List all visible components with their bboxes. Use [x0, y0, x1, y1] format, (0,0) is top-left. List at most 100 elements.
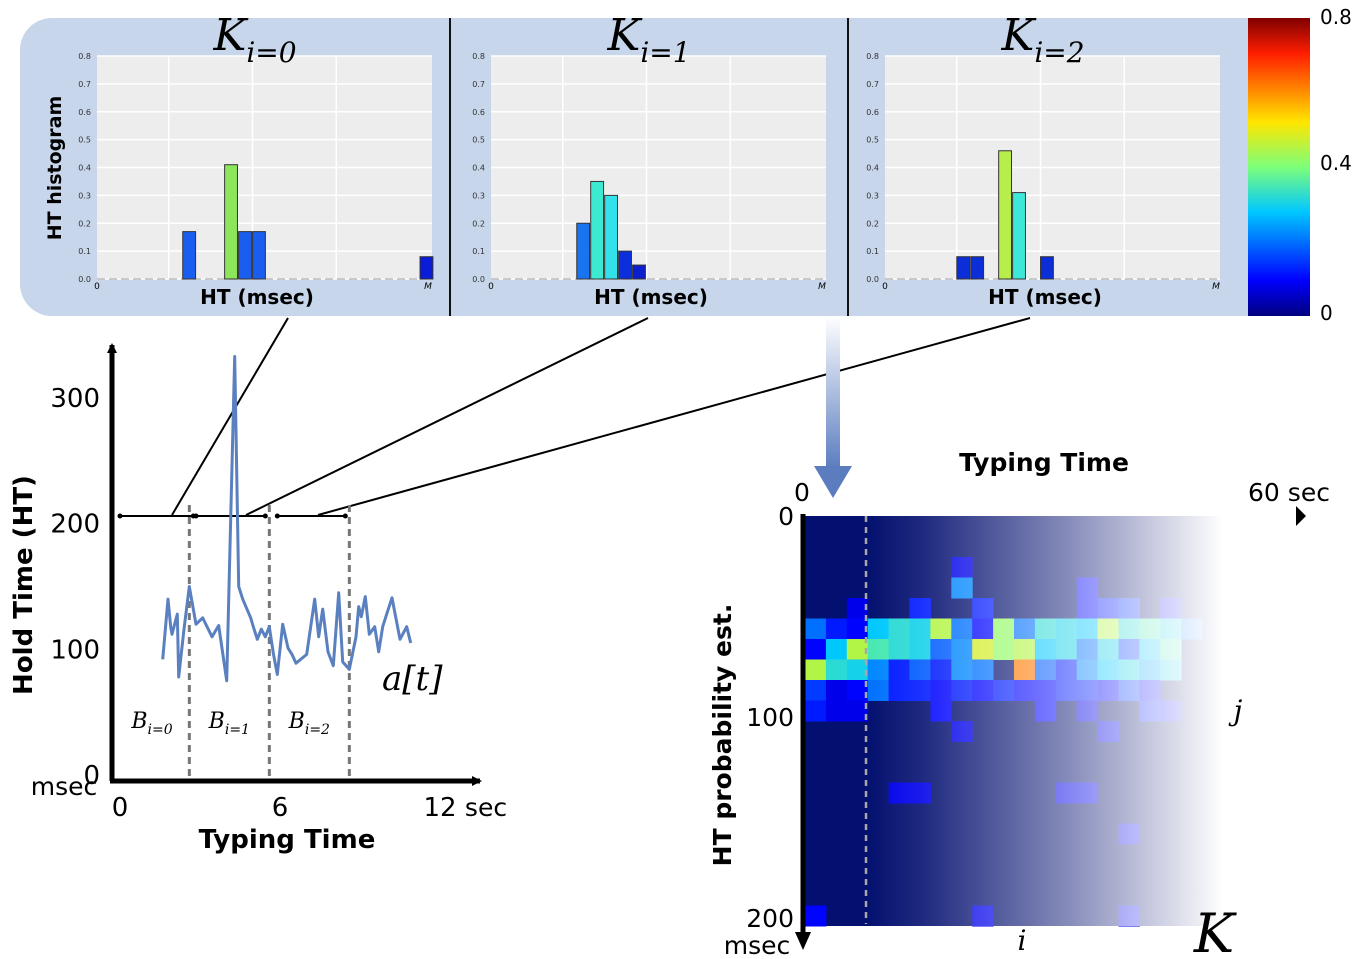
histogram-bar	[956, 256, 971, 280]
heatmap-y-tick-label: 100	[746, 703, 794, 732]
colorbar-mid-label: 0.4	[1320, 151, 1352, 175]
block-label: Bi=2	[288, 709, 330, 738]
block-label-sub: i=0	[148, 722, 173, 738]
histogram-x-end: M	[818, 282, 826, 292]
histogram-y-tick-label: 0.5	[78, 136, 91, 145]
heatmap-cell	[846, 700, 869, 722]
heatmap-cell	[805, 618, 827, 640]
heatmap-cell	[825, 680, 848, 701]
histogram-xlabel: HT (msec)	[594, 285, 708, 309]
down-arrow-icon	[814, 316, 852, 498]
histogram-panel-2: 0.0 0.1 0.2 0.3 0.4 0.5 0.6 0.7 0.8 0 M HT (msec) Ki…	[866, 10, 1220, 309]
heatmap-y-arrow-icon	[795, 932, 811, 950]
colorbar-bottom-label: 0	[1320, 301, 1333, 325]
colorbar: 0.8 0.4 0	[1248, 5, 1352, 325]
histogram-x-start: 0	[94, 282, 100, 292]
histogram-y-tick-label: 0.8	[472, 52, 485, 61]
histogram-bar	[576, 222, 591, 280]
timeseries-x-tick-label: 12	[423, 793, 456, 823]
histogram-panel-0: 0.0 0.1 0.2 0.3 0.4 0.5 0.6 0.7 0.8 0 M HT (msec) Ki…	[78, 10, 434, 309]
timeseries-y-tick-label: 0	[83, 761, 100, 791]
block-range-end	[262, 513, 268, 519]
heatmap-fade-overlay	[866, 516, 1223, 926]
heatmap-cell	[825, 639, 848, 660]
heatmap-y-unit: msec	[724, 931, 791, 959]
heatmap-matrix-label: K	[1193, 902, 1237, 959]
timeseries-blocks: Bi=0 Bi=1 Bi=2	[117, 505, 351, 781]
timeseries-x-tick-label: 0	[112, 793, 129, 823]
histogram-y-tick-label: 0.4	[866, 164, 879, 173]
block-label: Bi=1	[208, 709, 250, 738]
histogram-title-base: K	[1000, 10, 1036, 61]
heatmap-cell	[825, 700, 848, 722]
histogram-x-start: 0	[882, 282, 888, 292]
timeseries-xlabel: Typing Time	[199, 825, 376, 855]
colorbar-gradient	[1248, 18, 1310, 316]
heatmap-ticks: 0 100 200	[746, 502, 794, 933]
timeseries-plot: Hold Time (HT) Typing Time msec sec 0 100…	[9, 343, 507, 855]
histogram-y-tick-label: 0.0	[78, 275, 91, 284]
heatmap-cell	[805, 905, 827, 927]
heatmap-cell	[846, 598, 869, 619]
heatmap-cell	[805, 639, 827, 660]
heatmap-y-tick-label: 0	[778, 502, 794, 531]
block-label-sub: i=1	[225, 722, 250, 738]
histogram-y-tick-label: 0.7	[472, 80, 485, 89]
block-range-end	[117, 513, 123, 519]
histogram-y-tick-label: 0.8	[78, 52, 91, 61]
histogram-title-base: K	[212, 10, 248, 61]
histogram-y-tick-label: 0.6	[78, 108, 91, 117]
block-label-base: B	[208, 709, 225, 734]
signal-label: a[t]	[382, 659, 443, 699]
histogram-bar	[182, 231, 197, 280]
histogram-ylabel: HT histogram	[44, 96, 66, 241]
histogram-y-tick-label: 0.8	[866, 52, 879, 61]
timeseries-ticks: 0 100 200 300 0 6 12	[50, 384, 456, 823]
heatmap-x-arrow-icon	[1296, 506, 1306, 526]
timeseries-y-tick-label: 200	[50, 510, 100, 540]
timeseries-y-tick-label: 300	[50, 384, 100, 414]
histogram-y-tick-label: 0.5	[866, 136, 879, 145]
connector-line-1	[245, 317, 649, 516]
heatmap-top-title: Typing Time	[959, 448, 1129, 477]
histogram-bar	[998, 150, 1013, 280]
timeseries-ylabel: Hold Time (HT)	[9, 475, 39, 695]
heatmap-cell	[805, 680, 827, 701]
timeseries-line	[161, 355, 413, 683]
histogram-y-tick-label: 0.2	[472, 219, 485, 228]
histogram-title: Ki=2	[1000, 10, 1084, 69]
histogram-xlabel: HT (msec)	[200, 285, 314, 309]
heatmap-cell	[846, 680, 869, 701]
histogram-y-tick-label: 0.5	[472, 136, 485, 145]
histogram-y-tick-label: 0.3	[866, 191, 879, 200]
heatmap-cell	[825, 618, 848, 640]
histogram-bar	[632, 264, 646, 280]
histogram-panels: 0.0 0.1 0.2 0.3 0.4 0.5 0.6 0.7 0.8 0 M HT (msec) Ki…	[78, 10, 1220, 309]
histogram-y-tick-label: 0.3	[78, 191, 91, 200]
histogram-y-tick-label: 0.2	[78, 219, 91, 228]
heatmap-cell	[825, 659, 848, 681]
histogram-panel-1: 0.0 0.1 0.2 0.3 0.4 0.5 0.6 0.7 0.8 0 M HT (msec) Ki…	[472, 10, 826, 309]
histogram-title: Ki=1	[606, 10, 690, 69]
histogram-bar	[1040, 256, 1054, 280]
histogram-bar	[238, 231, 252, 280]
histogram-band: HT histogram 0.0 0.1 0.2 0.3 0.4 0.5 0.6 0.7 0.8…	[20, 10, 1285, 316]
block-range-end	[342, 513, 348, 519]
timeseries-x-tick-label: 6	[272, 793, 289, 823]
heatmap-ylabel: HT probability est.	[708, 604, 737, 867]
histogram-y-tick-label: 0.0	[866, 275, 879, 284]
histogram-bar	[1012, 192, 1026, 280]
histogram-y-tick-label: 0.7	[866, 80, 879, 89]
histogram-y-tick-label: 0.1	[866, 247, 879, 256]
histogram-bar	[970, 256, 985, 280]
block-label-base: B	[130, 709, 147, 734]
block-label-sub: i=2	[305, 722, 330, 738]
heatmap-cell	[805, 700, 827, 722]
heatmap-plot: Typing Time 0 60 sec HT probability est.…	[708, 448, 1330, 959]
heatmap-cell	[846, 639, 869, 660]
timeseries-y-tick-label: 100	[50, 635, 100, 665]
histogram-bar	[618, 250, 632, 280]
histogram-y-tick-label: 0.4	[78, 164, 91, 173]
histogram-y-tick-label: 0.4	[472, 164, 485, 173]
